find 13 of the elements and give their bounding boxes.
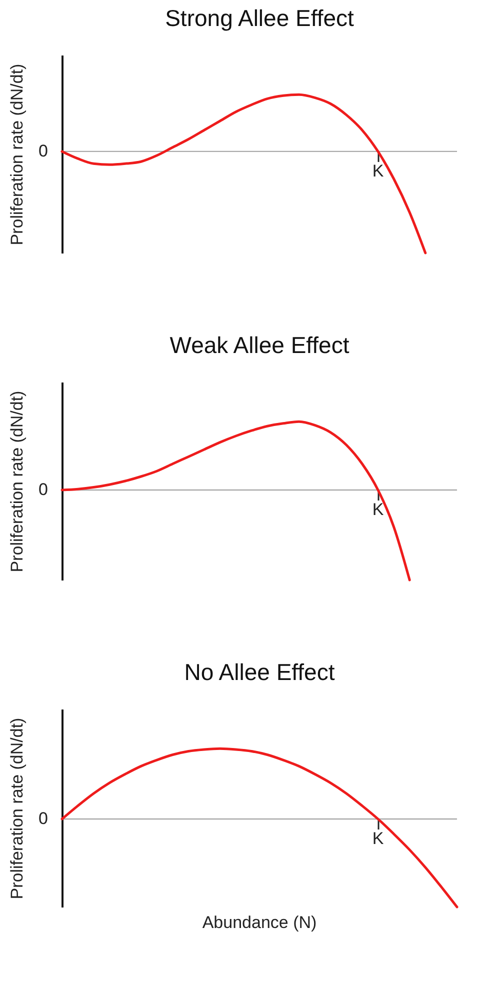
ref-line-label: 0 [38, 809, 48, 828]
annotation: K [372, 829, 384, 848]
annotation: K [372, 500, 384, 519]
ref-line-label: 0 [38, 480, 48, 499]
chart-title: No Allee Effect [184, 659, 336, 685]
y-axis-title: Proliferation rate (dN/dt) [8, 64, 26, 246]
y-axis-title: Proliferation rate (dN/dt) [8, 718, 26, 900]
ref-line-label: 0 [38, 141, 48, 160]
chart-title: Strong Allee Effect [165, 5, 355, 31]
x-axis-title: Abundance (N) [202, 913, 317, 932]
chart-title: Weak Allee Effect [170, 332, 350, 358]
annotation: K [372, 161, 384, 180]
y-axis-title: Proliferation rate (dN/dt) [8, 390, 26, 572]
